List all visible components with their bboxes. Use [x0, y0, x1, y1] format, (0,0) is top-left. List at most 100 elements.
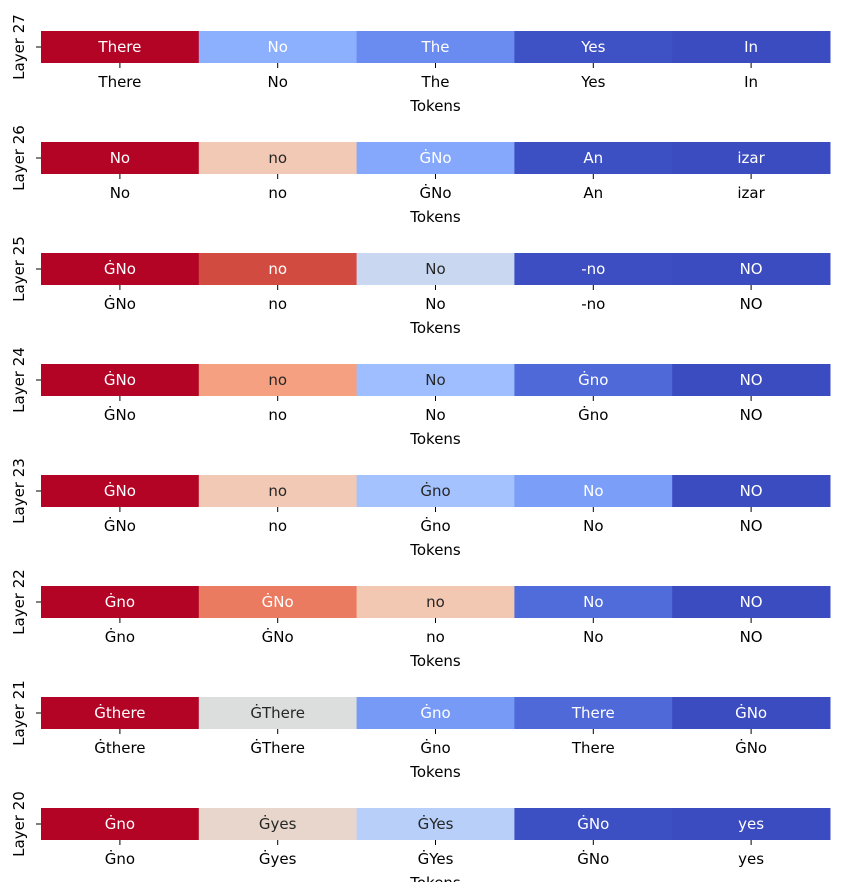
x-tick-label: ĠNo	[419, 183, 451, 202]
cell-label: NO	[740, 260, 763, 278]
heatmap-panel: Layer 22 Ġno Ġno ĠNo ĠNo no no No No NO NO Tokens	[10, 569, 831, 670]
x-axis-title: Tokens	[409, 763, 461, 781]
heatmap-cell	[41, 808, 200, 840]
cell-label: no	[268, 482, 287, 500]
heatmap-panel: Layer 21 Ġthere Ġthere ĠThere ĠThere Ġno Ġno Th…	[10, 680, 831, 781]
heatmap-panel: Layer 20 Ġno Ġno Ġyes Ġyes ĠYes ĠYes ĠNo ĠNo yes y…	[10, 791, 831, 882]
heatmap-cell	[514, 808, 673, 840]
x-tick-label: No	[267, 73, 287, 91]
heatmap-panel: Layer 23 ĠNo ĠNo no no Ġno Ġno No No NO NO Tokens	[10, 458, 831, 559]
x-axis-title: Tokens	[409, 97, 461, 115]
heatmap-cell	[672, 253, 831, 285]
cell-label: ĠNo	[419, 148, 451, 167]
cell-label: No	[110, 149, 130, 167]
cell-label: ĠNo	[104, 370, 136, 389]
heatmap-cell	[672, 475, 831, 507]
y-axis-label: Layer 23	[10, 458, 28, 524]
x-tick-label: ĠNo	[735, 738, 767, 757]
cell-label: Ġno	[420, 703, 450, 722]
heatmap-cell	[514, 31, 673, 63]
heatmap-cell	[41, 697, 200, 729]
cell-label: Ġyes	[259, 814, 297, 833]
x-axis-title: Tokens	[409, 652, 461, 670]
cell-label: -no	[581, 260, 605, 278]
x-axis-title: Tokens	[409, 208, 461, 226]
y-axis-label: Layer 26	[10, 125, 28, 191]
x-tick-label: In	[744, 73, 758, 91]
heatmap-cell	[41, 253, 200, 285]
cell-label: Ġno	[105, 814, 135, 833]
x-tick-label: izar	[737, 184, 765, 202]
x-tick-label: Yes	[580, 73, 605, 91]
cell-label: Ġno	[578, 370, 608, 389]
heatmap-cell	[198, 364, 358, 396]
cell-label: The	[421, 38, 450, 56]
x-axis-title: Tokens	[409, 430, 461, 448]
heatmap-cell	[514, 253, 673, 285]
x-tick-label: no	[426, 628, 445, 646]
x-tick-label: ĠThere	[250, 738, 305, 757]
heatmap-panel: Layer 25 ĠNo ĠNo no no No No -no -no NO NO Tokens	[10, 236, 831, 337]
heatmap-cell	[356, 475, 515, 507]
x-tick-label: ĠNo	[104, 405, 136, 424]
heatmap-cell	[672, 697, 831, 729]
heatmap-cell	[672, 808, 831, 840]
heatmap-cell	[514, 475, 673, 507]
x-tick-label: ĠNo	[262, 627, 294, 646]
x-tick-label: Ġno	[105, 849, 135, 868]
cell-label: There	[97, 38, 141, 56]
heatmap-cell	[41, 31, 200, 63]
x-tick-label: ĠNo	[104, 516, 136, 535]
heatmap-cell	[356, 364, 515, 396]
heatmap-cell	[514, 142, 673, 174]
x-tick-label: no	[268, 295, 287, 313]
x-tick-label: Ġno	[105, 627, 135, 646]
cell-label: yes	[738, 815, 764, 833]
heatmap-panel: Layer 26 No No no no ĠNo ĠNo An An izar izar Tokens	[10, 125, 831, 226]
cell-label: Ġthere	[94, 703, 145, 722]
cell-label: ĠYes	[418, 814, 454, 833]
x-tick-label: No	[110, 184, 130, 202]
cell-label: No	[425, 371, 445, 389]
x-axis-title: Tokens	[409, 541, 461, 559]
heatmap-cell	[514, 364, 673, 396]
x-tick-label: Ġthere	[94, 738, 145, 757]
x-tick-label: no	[268, 184, 287, 202]
cell-label: Yes	[580, 38, 605, 56]
x-tick-label: There	[97, 73, 141, 91]
heatmap-cell	[672, 586, 831, 618]
x-tick-label: ĠNo	[104, 294, 136, 313]
cell-label: NO	[740, 593, 763, 611]
cell-label: NO	[740, 371, 763, 389]
heatmap-cell	[356, 586, 515, 618]
x-tick-label: -no	[581, 295, 605, 313]
x-tick-label: An	[583, 184, 603, 202]
heatmap-cell	[356, 808, 515, 840]
x-tick-label: Ġno	[420, 738, 450, 757]
y-axis-label: Layer 20	[10, 791, 28, 857]
cell-label: No	[583, 593, 603, 611]
heatmap-cell	[198, 253, 358, 285]
heatmap-cell	[41, 586, 200, 618]
x-tick-label: NO	[740, 406, 763, 424]
heatmap-cell	[514, 586, 673, 618]
x-tick-label: Ġno	[420, 516, 450, 535]
cell-label: no	[268, 260, 287, 278]
heatmap-cell	[514, 697, 673, 729]
x-tick-label: yes	[738, 850, 764, 868]
heatmap-cell	[672, 142, 831, 174]
cell-label: No	[425, 260, 445, 278]
heatmap-cell	[41, 475, 200, 507]
y-axis-label: Layer 22	[10, 569, 28, 635]
heatmap-cell	[198, 697, 358, 729]
x-tick-label: No	[583, 628, 603, 646]
y-axis-label: Layer 21	[10, 680, 28, 746]
x-axis-title: Tokens	[409, 874, 461, 882]
heatmap-cell	[356, 31, 515, 63]
cell-label: NO	[740, 482, 763, 500]
heatmap-cell	[198, 475, 358, 507]
heatmap-cell	[198, 142, 358, 174]
cell-label: Ġno	[420, 481, 450, 500]
x-tick-label: No	[583, 517, 603, 535]
